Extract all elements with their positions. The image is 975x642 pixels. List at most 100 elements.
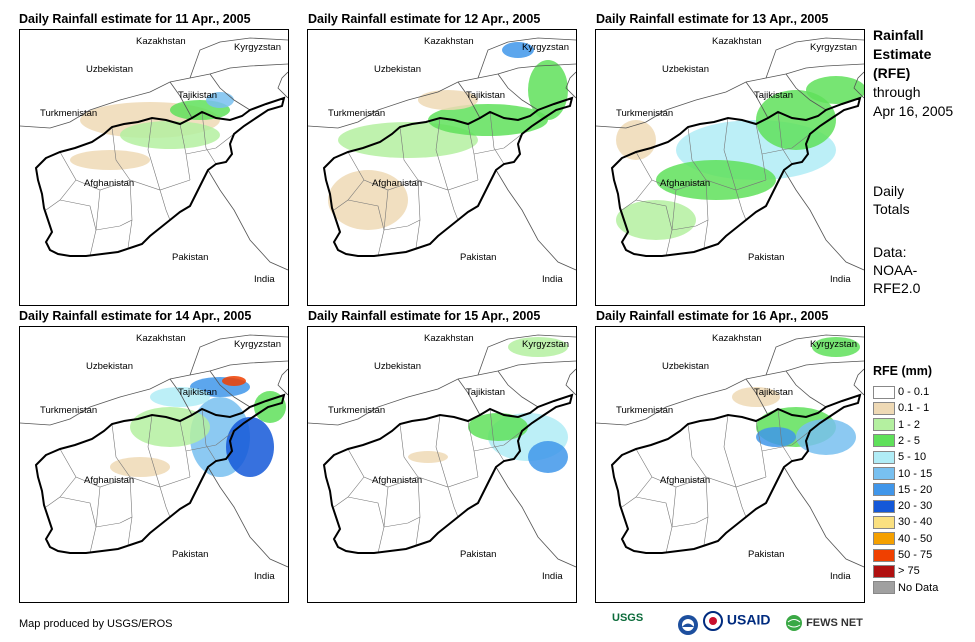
country-label-afghanistan: Afghanistan [372, 178, 423, 189]
province-boundary [89, 189, 101, 257]
rainfall-area [222, 376, 246, 386]
legend-swatch [873, 499, 895, 513]
country-label-tajikistan: Tajikistan [754, 387, 794, 398]
province-boundary [95, 219, 133, 231]
afghanistan-outline [34, 96, 286, 257]
rainfall-area [150, 387, 210, 407]
rainfall-area [468, 413, 528, 441]
afghanistan-outline [610, 393, 862, 554]
country-label-kyrgyzstan: Kyrgyzstan [810, 339, 857, 350]
country-border [783, 466, 864, 568]
province-boundary [447, 486, 459, 518]
province-boundary [635, 496, 673, 528]
country-label-tajikistan: Tajikistan [178, 387, 218, 398]
rainfall-area [110, 457, 170, 477]
legend-item: 0.1 - 1 [873, 401, 929, 415]
usgs-logo-text: USGS [612, 612, 644, 624]
province-boundary [435, 117, 449, 191]
legend-item: 40 - 50 [873, 532, 932, 546]
province-boundary [333, 476, 365, 508]
afghanistan-outline [610, 96, 862, 257]
province-boundary [185, 430, 235, 452]
province-boundary [671, 516, 709, 528]
data-source-label: Data: NOAA- RFE2.0 [873, 243, 920, 297]
rainfall-area [796, 419, 856, 455]
country-border [785, 73, 827, 111]
province-boundary [735, 486, 747, 518]
through-date: Apr 16, 2005 [873, 103, 954, 119]
province-boundary [435, 414, 449, 488]
province-boundary [383, 516, 421, 528]
through-label: through [873, 84, 921, 100]
legend-item: 10 - 15 [873, 467, 932, 481]
legend-item: > 75 [873, 564, 920, 578]
country-border [785, 63, 864, 75]
province-boundary [185, 133, 235, 155]
country-label-afghanistan: Afghanistan [660, 475, 711, 486]
panel-title-14: Daily Rainfall estimate for 14 Apr., 200… [19, 309, 252, 323]
country-border [477, 37, 576, 79]
province-boundary [89, 486, 101, 554]
noaa-logo [677, 614, 699, 639]
province-boundary [95, 516, 133, 528]
rainfall-area [732, 387, 780, 407]
legend-label: 20 - 30 [898, 500, 933, 513]
province-boundary [111, 126, 131, 181]
country-label-uzbekistan: Uzbekistan [86, 361, 133, 372]
rainfall-area [806, 76, 864, 104]
province-boundary [723, 117, 737, 191]
daily-line2: Totals [873, 201, 910, 217]
country-label-kazakhstan: Kazakhstan [712, 333, 762, 344]
province-boundary [127, 179, 133, 249]
province-boundary [399, 126, 419, 181]
country-border [308, 73, 499, 129]
legend-item: 0 - 0.1 [873, 385, 929, 399]
rainfall-area [206, 92, 234, 108]
country-label-afghanistan: Afghanistan [660, 178, 711, 189]
legend-item: 30 - 40 [873, 515, 932, 529]
title-line2: Estimate [873, 46, 932, 62]
rainfall-area [756, 427, 796, 447]
country-label-turkmenistan: Turkmenistan [40, 405, 98, 416]
province-boundary [635, 199, 673, 231]
country-label-tajikistan: Tajikistan [754, 90, 794, 101]
province-boundary [473, 133, 523, 155]
country-border [745, 378, 769, 416]
country-label-turkmenistan: Turkmenistan [616, 405, 674, 416]
country-label-uzbekistan: Uzbekistan [374, 64, 421, 75]
legend-swatch [873, 418, 895, 432]
country-label-tajikistan: Tajikistan [466, 90, 506, 101]
country-label-kazakhstan: Kazakhstan [136, 333, 186, 344]
country-border [308, 370, 499, 426]
legend-label: 2 - 5 [898, 434, 921, 447]
rainfall-area [226, 417, 274, 477]
rainfall-area [338, 122, 478, 158]
country-label-pakistan: Pakistan [748, 252, 785, 263]
legend-label: 30 - 40 [898, 516, 933, 529]
province-boundary [671, 219, 709, 231]
data-line1: Data: [873, 244, 907, 260]
province-boundary [777, 408, 793, 462]
usaid-logo-text: USAID [726, 611, 771, 628]
legend-label: 40 - 50 [898, 532, 933, 545]
legend-swatch [873, 467, 895, 481]
country-border [497, 63, 576, 75]
country-border [169, 81, 193, 119]
country-label-uzbekistan: Uzbekistan [662, 64, 709, 75]
legend-swatch [873, 515, 895, 529]
country-label-kazakhstan: Kazakhstan [136, 36, 186, 47]
country-label-pakistan: Pakistan [172, 252, 209, 263]
country-label-uzbekistan: Uzbekistan [374, 361, 421, 372]
rainfall-area [812, 337, 860, 357]
rainfall-area [120, 121, 220, 149]
rainfall-area [528, 441, 568, 473]
usgs-logo: USGS [612, 612, 643, 624]
province-boundary [347, 496, 385, 528]
country-border [565, 71, 576, 99]
country-border [785, 360, 864, 372]
legend-swatch [873, 548, 895, 562]
province-boundary [159, 486, 171, 518]
country-border [497, 360, 576, 372]
province-boundary [447, 189, 459, 221]
country-border [209, 360, 288, 372]
